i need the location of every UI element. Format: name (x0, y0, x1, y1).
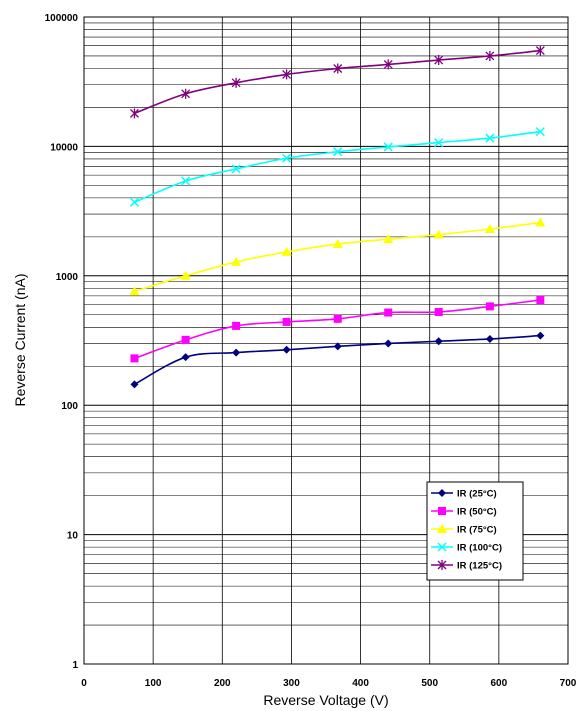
x-tick-label: 700 (560, 678, 577, 689)
data-point (485, 50, 495, 61)
data-point (434, 308, 443, 317)
data-point (484, 223, 495, 233)
legend-label: IR (25°C) (457, 489, 497, 500)
data-point (282, 317, 291, 326)
y-tick-label: 100 (61, 401, 78, 412)
legend-marker (438, 489, 446, 497)
data-point (181, 335, 190, 344)
y-tick-label: 10000 (50, 142, 78, 153)
data-point (384, 339, 393, 348)
data-point (281, 246, 292, 256)
legend-marker (437, 542, 447, 552)
x-tick-label: 0 (81, 678, 87, 689)
data-point (333, 342, 342, 351)
y-tick-label: 100000 (45, 13, 79, 24)
data-point (231, 77, 241, 88)
legend-marker (437, 524, 447, 533)
legend-label: IR (100°C) (457, 543, 502, 554)
data-point (434, 55, 444, 66)
data-point (232, 348, 241, 357)
data-point (282, 153, 292, 163)
data-point (433, 229, 444, 239)
data-point (181, 353, 190, 362)
data-point (333, 147, 343, 157)
data-point (536, 331, 545, 340)
legend-label: IR (50°C) (457, 507, 497, 518)
data-point (485, 334, 494, 343)
y-tick-labels: 1 10 100 1000 10000 100000 (45, 13, 79, 671)
data-point (535, 217, 546, 227)
y-tick-label: 1 (72, 660, 78, 671)
data-point (180, 270, 191, 280)
x-tick-label: 300 (283, 678, 300, 689)
series-markers (129, 45, 546, 389)
plot-border (83, 16, 569, 665)
data-point (130, 380, 139, 389)
data-point (333, 314, 342, 323)
data-point (231, 164, 241, 174)
y-tick-label: 10 (67, 531, 79, 542)
legend-marker (437, 560, 447, 570)
data-point (536, 296, 545, 305)
data-point (535, 45, 545, 56)
x-tick-label: 400 (352, 678, 369, 689)
data-point (130, 108, 139, 119)
legend-marker (438, 507, 446, 515)
data-point (434, 337, 443, 346)
data-point (383, 142, 393, 152)
data-point (129, 286, 140, 296)
data-point (485, 302, 494, 311)
data-point (332, 239, 343, 249)
legend: IR (25°C) IR (50°C) IR (75°C) IR (100°C) IR … (426, 481, 524, 581)
x-tick-label: 600 (491, 678, 508, 689)
data-point (181, 176, 191, 186)
legend-label: IR (125°C) (457, 561, 502, 572)
data-point (130, 354, 139, 363)
x-tick-label: 200 (214, 678, 231, 689)
x-axis-title: Reverse Voltage (V) (263, 692, 388, 708)
legend-label: IR (75°C) (457, 525, 497, 536)
data-point (129, 197, 140, 207)
data-point (181, 88, 191, 99)
data-point (535, 127, 545, 137)
x-tick-label: 500 (421, 678, 438, 689)
data-point (384, 308, 393, 317)
data-point (231, 256, 242, 266)
data-point (333, 63, 343, 74)
data-point (282, 345, 291, 354)
data-point (383, 234, 394, 244)
x-tick-label: 100 (145, 678, 162, 689)
data-point (434, 138, 444, 148)
y-axis-title: Reverse Current (nA) (12, 273, 28, 406)
data-point (232, 321, 241, 330)
data-point (282, 69, 292, 80)
x-tick-labels: 0 100 200 300 400 500 600 700 (81, 678, 577, 689)
y-tick-label: 1000 (56, 272, 79, 283)
data-point (383, 59, 393, 70)
data-point (485, 133, 495, 143)
